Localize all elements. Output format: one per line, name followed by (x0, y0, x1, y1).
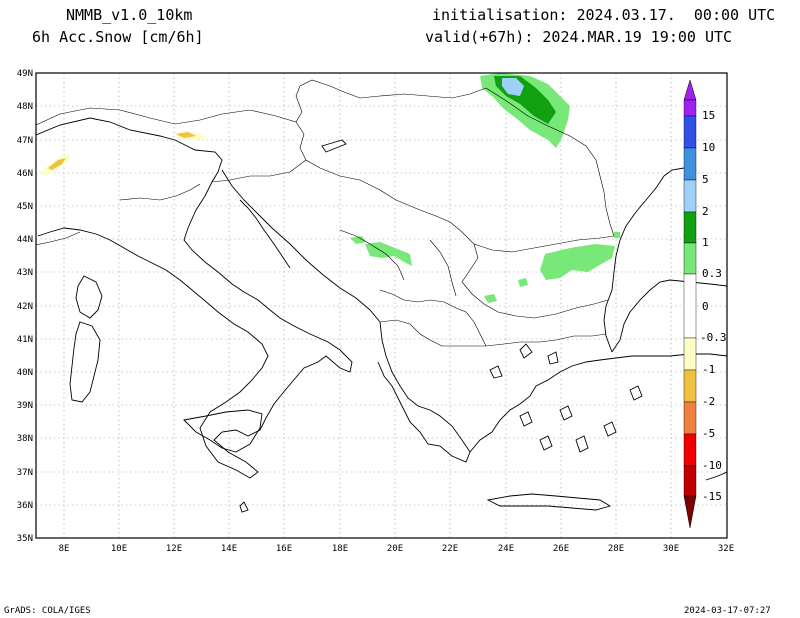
lon-label: 12E (166, 544, 182, 554)
lon-label: 16E (276, 544, 292, 554)
lon-label: 26E (553, 544, 569, 554)
lon-label: 20E (387, 544, 403, 554)
colorbar-label: -5 (702, 427, 715, 440)
valid-time: valid(+67h): 2024.MAR.19 19:00 UTC (425, 28, 733, 46)
colorbar-label: 15 (702, 109, 715, 122)
lat-label: 38N (17, 434, 33, 444)
colorbar-swatch (683, 147, 697, 181)
colorbar-label: -15 (702, 490, 722, 503)
lon-label: 22E (442, 544, 458, 554)
colorbar-label: 10 (702, 141, 715, 154)
colorbar-label: 2 (702, 205, 709, 218)
map-frame (35, 72, 728, 539)
snow-area-bulgaria-small (518, 278, 528, 287)
latitude-axis: 49N 48N 47N 46N 45N 44N 43N 42N 41N 40N … (17, 69, 33, 544)
lat-label: 40N (17, 368, 33, 378)
colorbar-label: 5 (702, 173, 709, 186)
colorbar-swatch (683, 211, 697, 244)
lat-label: 39N (17, 401, 33, 411)
melt-area-alps-west-core (48, 158, 66, 170)
snow-field (40, 73, 620, 303)
colorbar-swatch (683, 433, 697, 467)
lat-label: 44N (17, 235, 33, 245)
lon-label: 14E (221, 544, 237, 554)
lat-label: 47N (17, 136, 33, 146)
graticule (36, 73, 727, 538)
colorbar-swatch (683, 242, 697, 275)
coastlines (36, 117, 727, 513)
borders (36, 79, 615, 347)
init-time: initialisation: 2024.03.17. 00:00 UTC (432, 6, 776, 24)
lon-label: 28E (608, 544, 624, 554)
melt-area-alps-east-core (176, 132, 196, 138)
colorbar-label: 0.3 (702, 267, 722, 280)
lon-label: 8E (59, 544, 70, 554)
colorbar-label: 1 (702, 236, 709, 249)
snow-area-bosnia (350, 236, 366, 244)
colorbar-label: -0.3 (700, 331, 727, 344)
colorbar-label: -2 (702, 395, 715, 408)
lon-label: 30E (663, 544, 679, 554)
lat-label: 42N (17, 302, 33, 312)
colorbar-swatch (683, 273, 697, 339)
lat-label: 37N (17, 468, 33, 478)
credit-text: GrADS: COLA/IGES (4, 606, 91, 616)
variable-title: 6h Acc.Snow [cm/6h] (32, 28, 204, 46)
model-title: NMMB_v1.0_10km (66, 6, 193, 24)
lat-label: 36N (17, 501, 33, 511)
longitude-axis: 8E 10E 12E 14E 16E 18E 20E 22E 24E 26E 2… (59, 544, 735, 554)
lat-label: 35N (17, 534, 33, 544)
lat-label: 41N (17, 335, 33, 345)
map-area (36, 73, 727, 538)
snow-area-carpathians-peak (502, 78, 524, 96)
lat-label: 45N (17, 202, 33, 212)
colorbar-swatch (683, 115, 697, 149)
colorbar-label: -10 (702, 459, 722, 472)
lon-label: 18E (332, 544, 348, 554)
snow-area-black-sea-coast (614, 232, 620, 238)
colorbar-swatch (683, 401, 697, 435)
colorbar-arrow-bottom (683, 495, 697, 529)
lat-label: 43N (17, 268, 33, 278)
snow-area-macedonia (484, 294, 497, 303)
colorbar: 15 10 5 2 1 0.3 0 -0.3 -1 -2 -5 -10 -15 (683, 79, 727, 529)
lat-label: 46N (17, 169, 33, 179)
colorbar-swatch (683, 179, 697, 213)
lat-label: 49N (17, 69, 33, 79)
colorbar-label: 0 (702, 300, 709, 313)
timestamp-text: 2024-03-17-07:27 (684, 606, 771, 616)
lon-label: 32E (718, 544, 734, 554)
lat-label: 48N (17, 102, 33, 112)
lon-label: 10E (111, 544, 127, 554)
colorbar-label: -1 (702, 363, 715, 376)
colorbar-swatch (683, 337, 697, 371)
colorbar-swatch (683, 99, 697, 117)
colorbar-swatch (683, 369, 697, 403)
snow-area-balkan (540, 244, 615, 280)
colorbar-swatch (683, 465, 697, 497)
lon-label: 24E (498, 544, 514, 554)
